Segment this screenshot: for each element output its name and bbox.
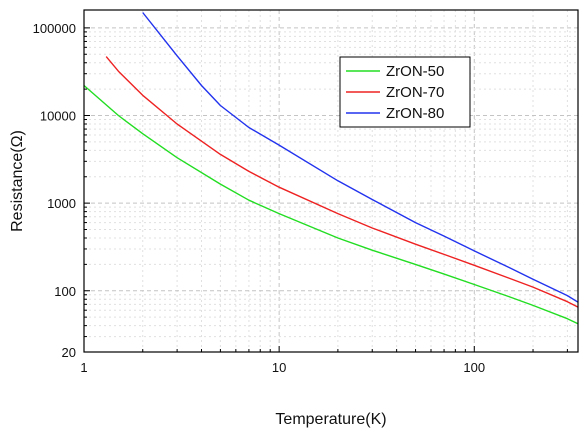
y-tick-label: 20	[62, 345, 76, 360]
y-tick-label: 100	[54, 284, 76, 299]
x-tick-label: 10	[272, 360, 286, 375]
x-tick-label: 1	[80, 360, 87, 375]
y-tick-label: 1000	[47, 196, 76, 211]
x-axis-title: Temperature(K)	[275, 411, 386, 428]
series-line-zron-50	[83, 84, 579, 325]
y-axis-title: Resistance(Ω)	[9, 130, 26, 232]
legend-label: ZrON-50	[386, 63, 444, 80]
grid	[83, 10, 578, 353]
series-line-zron-70	[105, 56, 579, 308]
plot-frame	[83, 9, 579, 353]
series-line-zron-80	[142, 12, 579, 303]
tick-labels: 1 10 100 20 100 1000 10000 100000	[33, 21, 486, 375]
y-tick-label: 10000	[40, 109, 76, 124]
ticks	[83, 27, 568, 353]
legend: ZrON-50 ZrON-70 ZrON-80	[339, 56, 471, 128]
legend-label: ZrON-80	[386, 105, 444, 122]
plot-lines	[83, 12, 579, 325]
y-tick-label: 100000	[33, 21, 76, 36]
x-tick-label: 100	[463, 360, 485, 375]
legend-label: ZrON-70	[386, 84, 444, 101]
